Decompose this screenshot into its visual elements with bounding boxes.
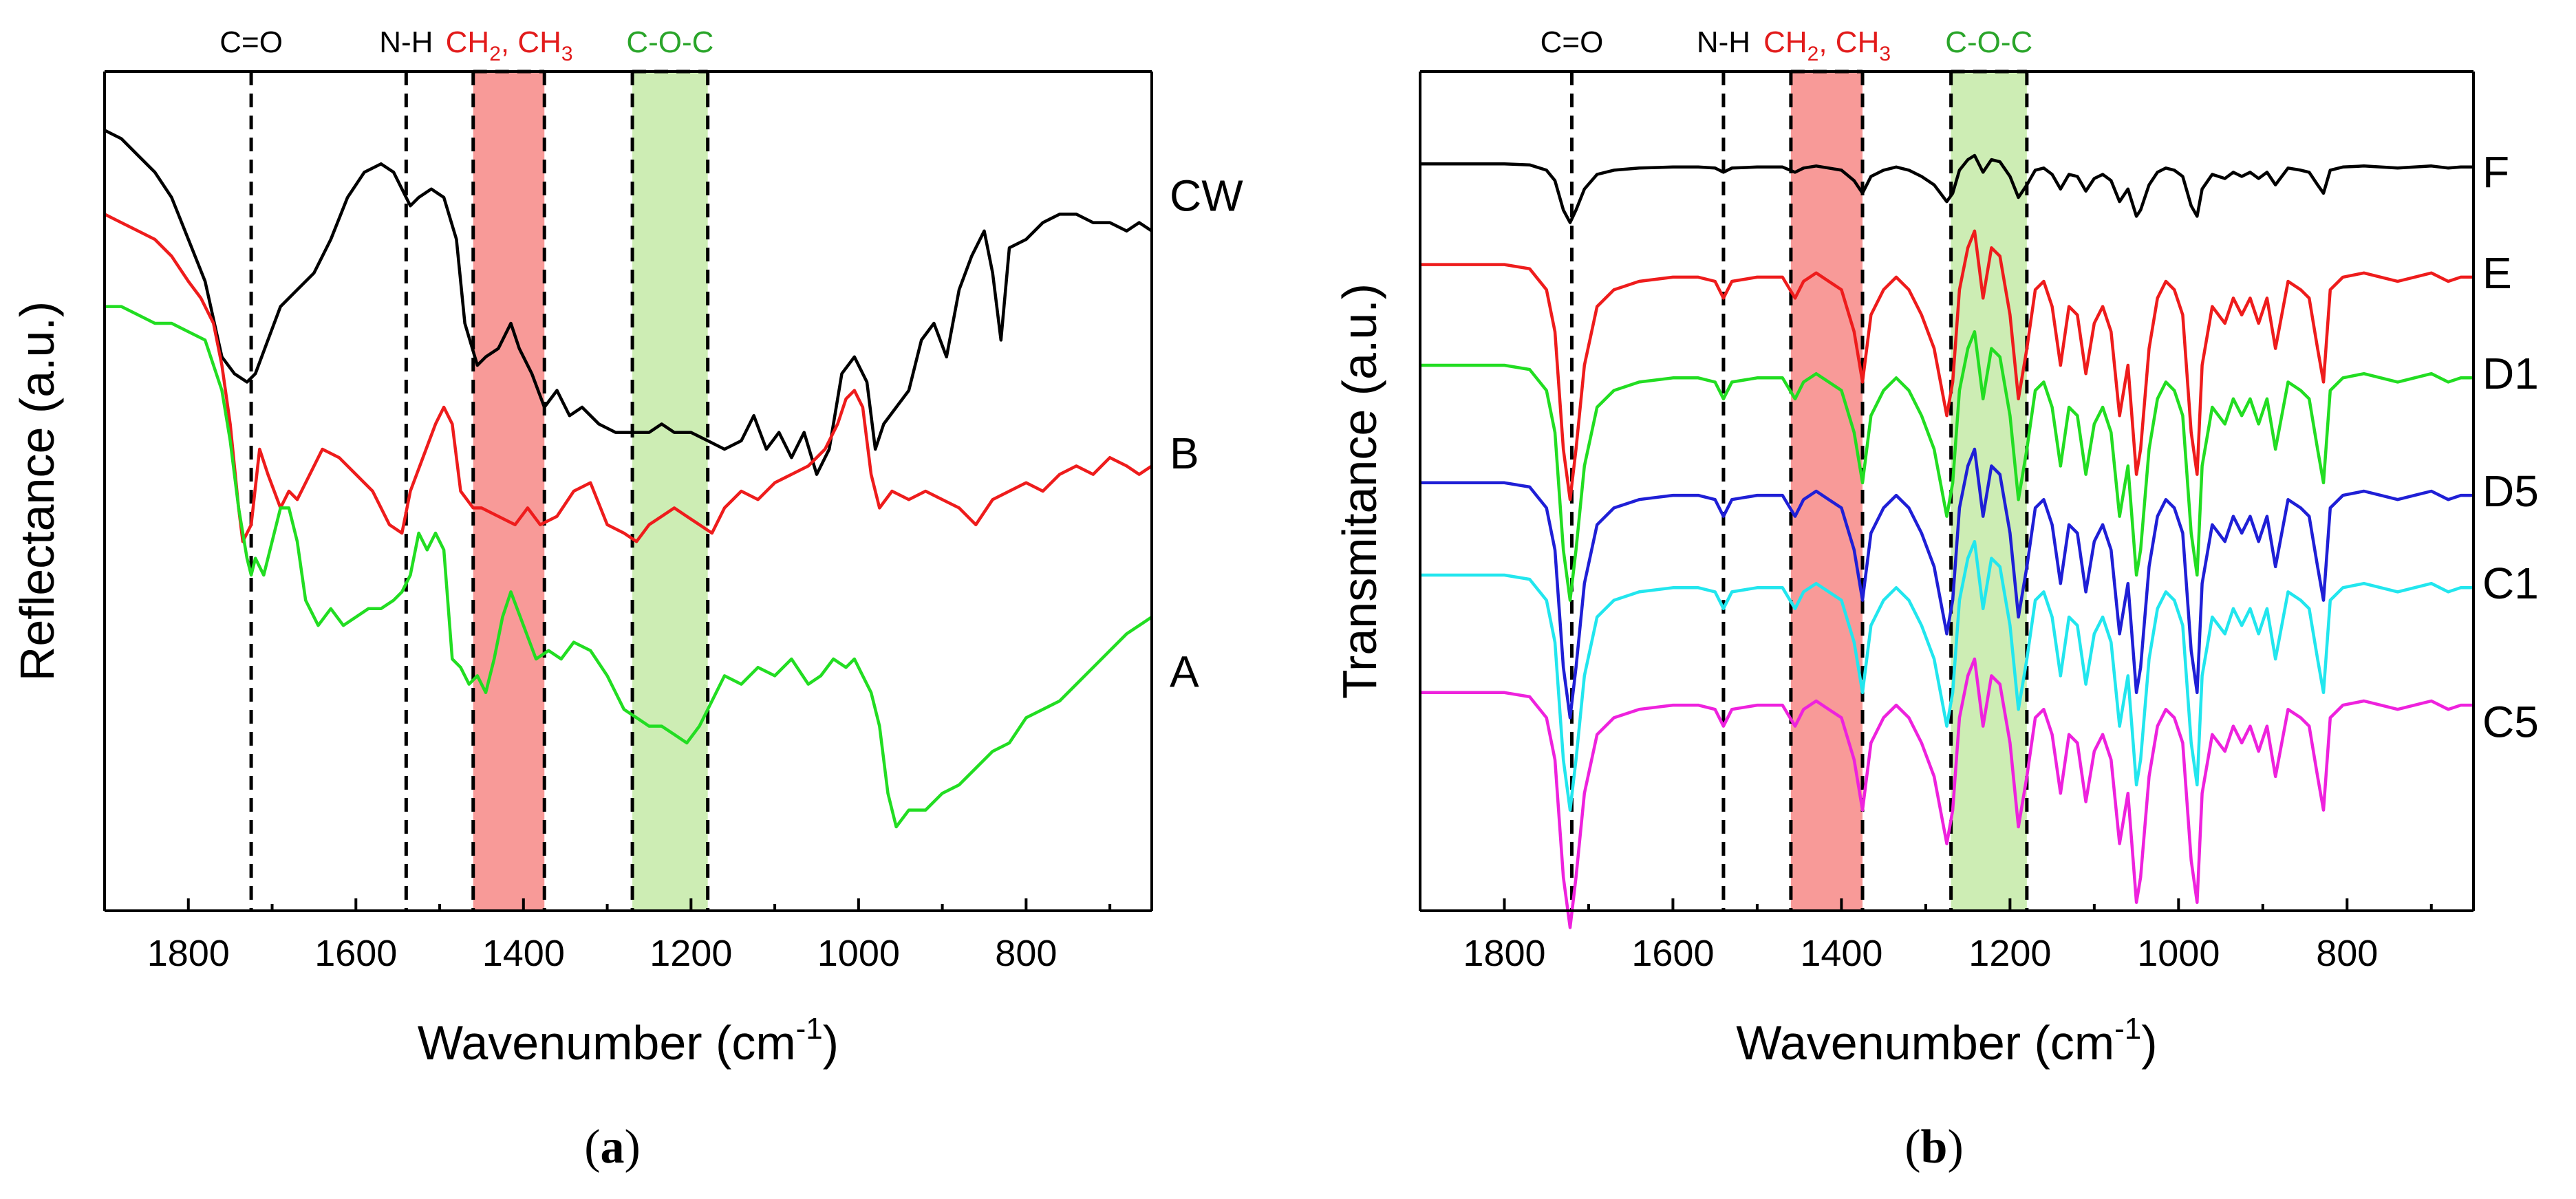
x-tick-label: 1400 xyxy=(482,933,565,974)
annotation-1: N-H xyxy=(379,25,433,59)
x-axis-label-text: Wavenumber (cm xyxy=(418,1016,796,1070)
series-line-d1 xyxy=(1420,330,2473,602)
x-tick-label: 800 xyxy=(2316,933,2378,974)
annotation-sub: 3 xyxy=(561,43,573,65)
annotation-1: N-H xyxy=(1697,25,1750,59)
x-tick-label: 800 xyxy=(995,933,1057,974)
annotation-sub: 3 xyxy=(1879,43,1891,65)
x-axis-label-end: ) xyxy=(2141,1016,2157,1070)
series-label-f: F xyxy=(2482,147,2509,197)
series-line-c1 xyxy=(1420,539,2473,812)
annotation-text: C=O xyxy=(219,25,283,59)
annotation-text: CH xyxy=(1763,25,1807,59)
annotation-0: C=O xyxy=(1541,25,1604,59)
y-axis-label: Transmitance (a.u.) xyxy=(1333,283,1386,699)
series-line-b xyxy=(103,213,1153,543)
annotation-text: N-H xyxy=(379,25,433,59)
x-tick-label: 1800 xyxy=(147,933,230,974)
series-line-d5 xyxy=(1420,447,2473,720)
series-line-a xyxy=(105,305,1153,829)
series-label-b: B xyxy=(1170,429,1199,478)
subfigure-label-b: (b) xyxy=(1904,1121,1964,1174)
annotation-mid: , CH xyxy=(1818,25,1879,59)
annotation-sub: 2 xyxy=(489,43,501,65)
annotation-3: C-O-C xyxy=(626,25,713,59)
annotation-text: CH xyxy=(446,25,490,59)
x-tick-label: 1400 xyxy=(1800,933,1882,974)
x-axis-label-end: ) xyxy=(823,1016,839,1070)
annotation-2: CH2, CH3 xyxy=(1763,25,1891,65)
series-label-e: E xyxy=(2482,248,2512,298)
highlight-band-c-o-c xyxy=(632,72,708,911)
series-label-c1: C1 xyxy=(2482,559,2539,608)
x-axis-label: Wavenumber (cm-1) xyxy=(1736,1012,2157,1070)
x-axis-label: Wavenumber (cm-1) xyxy=(418,1012,839,1070)
annotation-text: C=O xyxy=(1541,25,1604,59)
annotation-sub: 2 xyxy=(1807,43,1819,65)
panel-b: F E D1 D5 C1 C5 1800 1600 1400 1200 1000 800 Wavenum… xyxy=(1333,25,2539,1070)
series-line-c5 xyxy=(1420,657,2473,929)
x-tick-label: 1000 xyxy=(2137,933,2220,974)
x-tick-label: 1000 xyxy=(817,933,900,974)
annotation-text: C-O-C xyxy=(1945,25,2032,59)
series-label-d5: D5 xyxy=(2482,466,2539,516)
annotation-text: C-O-C xyxy=(626,25,713,59)
series-line-e xyxy=(1420,229,2473,501)
x-tick-label: 1800 xyxy=(1463,933,1545,974)
highlight-band-ch2-ch3 xyxy=(473,72,545,911)
subfigure-label-a: (a) xyxy=(584,1121,641,1174)
highlight-band-ch2-ch3 xyxy=(1790,72,1863,911)
panel-a: CW B A 1800 1600 1400 1200 1000 800 Wavenumber (c… xyxy=(10,25,1243,1070)
annotation-mid: , CH xyxy=(501,25,561,59)
series-line-cw xyxy=(103,129,1153,476)
y-axis-label: Reflectance (a.u.) xyxy=(10,301,64,681)
x-tick-label: 1200 xyxy=(650,933,732,974)
series-label-a: A xyxy=(1170,647,1199,696)
x-tick-label: 1600 xyxy=(314,933,397,974)
x-tick-label: 1600 xyxy=(1631,933,1714,974)
series-label-cw: CW xyxy=(1170,171,1243,221)
x-axis-label-sup: -1 xyxy=(796,1012,823,1046)
annotation-text: N-H xyxy=(1697,25,1750,59)
x-tick-label: 1200 xyxy=(1968,933,2051,974)
annotation-2: CH2, CH3 xyxy=(446,25,573,65)
series-label-d1: D1 xyxy=(2482,349,2539,398)
x-axis-label-text: Wavenumber (cm xyxy=(1736,1016,2114,1070)
series-label-c5: C5 xyxy=(2482,698,2539,747)
annotation-0: C=O xyxy=(219,25,283,59)
x-axis-label-sup: -1 xyxy=(2114,1012,2141,1046)
series-line-f xyxy=(1420,153,2473,224)
annotation-3: C-O-C xyxy=(1945,25,2032,59)
